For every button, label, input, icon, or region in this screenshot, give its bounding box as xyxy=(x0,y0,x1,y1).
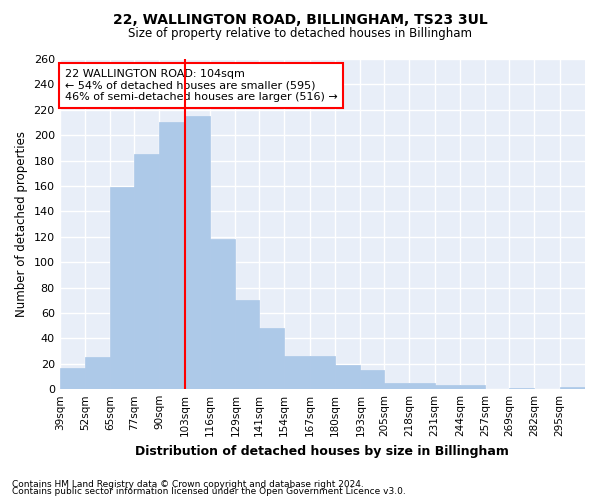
X-axis label: Distribution of detached houses by size in Billingham: Distribution of detached houses by size … xyxy=(136,444,509,458)
Bar xyxy=(235,300,259,389)
Text: 22, WALLINGTON ROAD, BILLINGHAM, TS23 3UL: 22, WALLINGTON ROAD, BILLINGHAM, TS23 3U… xyxy=(113,12,487,26)
Bar xyxy=(159,122,185,389)
Bar xyxy=(335,365,361,389)
Bar xyxy=(284,356,310,389)
Bar xyxy=(210,240,235,389)
Y-axis label: Number of detached properties: Number of detached properties xyxy=(15,131,28,317)
Bar xyxy=(384,383,409,389)
Bar xyxy=(59,368,85,389)
Text: Contains HM Land Registry data © Crown copyright and database right 2024.: Contains HM Land Registry data © Crown c… xyxy=(12,480,364,489)
Text: Contains public sector information licensed under the Open Government Licence v3: Contains public sector information licen… xyxy=(12,488,406,496)
Bar xyxy=(509,388,534,389)
Text: Size of property relative to detached houses in Billingham: Size of property relative to detached ho… xyxy=(128,28,472,40)
Bar xyxy=(259,328,284,389)
Bar xyxy=(460,386,485,389)
Bar xyxy=(361,370,384,389)
Bar xyxy=(409,383,434,389)
Bar xyxy=(85,358,110,389)
Bar xyxy=(434,386,460,389)
Text: 22 WALLINGTON ROAD: 104sqm
← 54% of detached houses are smaller (595)
46% of sem: 22 WALLINGTON ROAD: 104sqm ← 54% of deta… xyxy=(65,69,338,102)
Bar xyxy=(310,356,335,389)
Bar xyxy=(185,116,210,389)
Bar xyxy=(134,154,159,389)
Bar xyxy=(560,386,585,389)
Bar xyxy=(110,188,134,389)
